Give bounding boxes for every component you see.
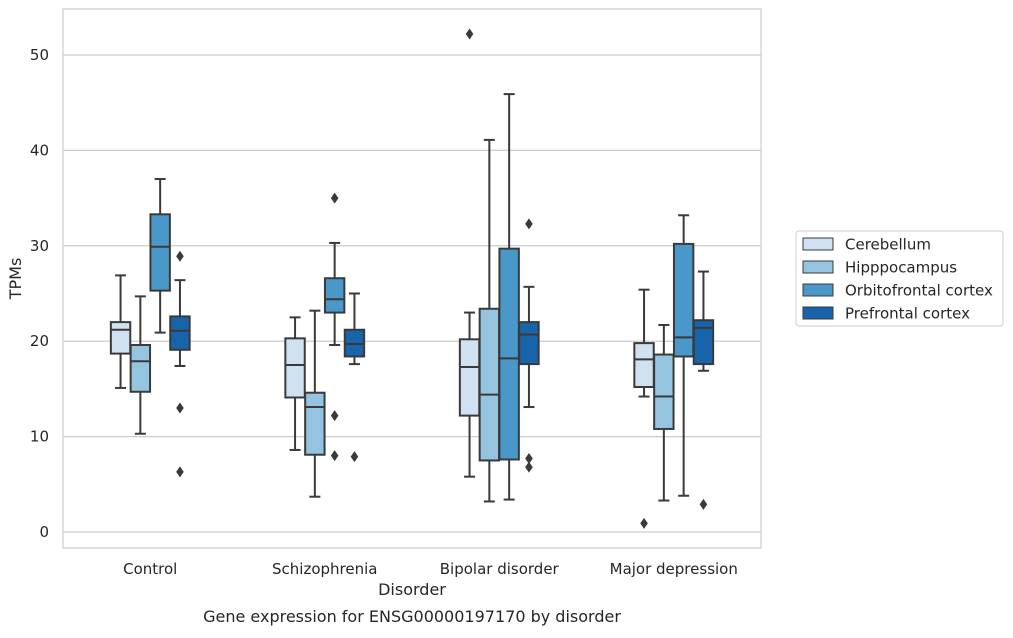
y-axis-label: TPMs <box>6 258 25 301</box>
box-iqr <box>304 391 326 456</box>
x-axis-ticks: Control Schizophrenia Bipolar disorder Majo… <box>123 560 738 578</box>
boxes <box>109 28 715 529</box>
y-tick-label: 30 <box>30 237 49 255</box>
box-cerebellum <box>109 274 132 389</box>
outlier-point <box>525 453 533 465</box>
box-iqr <box>692 319 715 366</box>
outlier-point <box>350 451 359 463</box>
box-orbitofrontal-cortex <box>149 178 171 334</box>
box-iqr <box>633 342 655 388</box>
legend-swatch <box>802 237 834 251</box>
x-tick-label: Major depression <box>610 560 738 578</box>
box-iqr <box>169 315 191 351</box>
outlier-point <box>176 402 184 414</box>
box-prefrontal-cortex <box>692 270 715 510</box>
legend-frame <box>795 230 1004 327</box>
y-tick-label: 50 <box>30 46 49 64</box>
x-tick-label: Schizophrenia <box>272 560 377 578</box>
box-orbitofrontal-cortex <box>672 214 695 497</box>
outlier-point <box>525 218 533 230</box>
outlier-point <box>176 250 184 262</box>
box-hipppocampus <box>129 295 152 435</box>
box-iqr <box>653 353 675 430</box>
legend-label: Hipppocampus <box>845 259 957 277</box>
x-axis-label: Disorder <box>378 580 446 599</box>
legend-swatch <box>802 260 834 274</box>
box-orbitofrontal-cortex <box>323 192 346 462</box>
legend-swatch <box>802 306 834 320</box>
outlier-point <box>465 28 474 40</box>
box-hipppocampus <box>304 309 326 498</box>
gridlines <box>63 54 761 533</box>
outlier-point <box>330 450 339 462</box>
box-hipppocampus <box>653 323 675 502</box>
box-cerebellum <box>458 28 481 478</box>
box-orbitofrontal-cortex <box>498 93 520 501</box>
box-prefrontal-cortex <box>518 218 540 473</box>
box-iqr <box>109 321 132 355</box>
box-iqr <box>149 213 171 292</box>
outlier-point <box>525 461 533 473</box>
outlier-point <box>330 192 339 204</box>
box-iqr <box>129 344 152 393</box>
box-cerebellum <box>284 316 306 451</box>
legend-item: Prefrontal cortex <box>802 305 970 323</box>
legend-item: Hipppocampus <box>802 259 957 277</box>
box-cerebellum <box>633 288 655 529</box>
box-prefrontal-cortex <box>343 292 366 463</box>
y-axis-ticks: 0 10 20 30 40 50 <box>30 46 49 541</box>
box-iqr <box>478 307 501 462</box>
legend-swatch <box>802 283 834 297</box>
legend-item: Orbitofrontal cortex <box>802 282 993 300</box>
plot-frame <box>62 8 762 549</box>
y-tick-label: 20 <box>30 332 49 350</box>
box-hipppocampus <box>478 138 501 503</box>
chart-caption: Gene expression for ENSG00000197170 by d… <box>203 607 621 626</box>
y-tick-label: 0 <box>39 523 49 541</box>
x-tick-label: Bipolar disorder <box>440 560 560 578</box>
legend-label: Orbitofrontal cortex <box>845 282 993 300</box>
outlier-point <box>176 466 184 478</box>
box-iqr <box>498 247 520 461</box>
box-iqr <box>518 321 540 366</box>
y-tick-label: 40 <box>30 141 49 159</box>
x-tick-label: Control <box>123 560 177 578</box>
outlier-point <box>330 410 339 422</box>
box-prefrontal-cortex <box>169 250 191 478</box>
box-iqr <box>284 337 306 399</box>
y-tick-label: 10 <box>30 428 49 446</box>
legend-item: Cerebellum <box>802 236 931 254</box>
box-iqr <box>672 242 695 358</box>
outlier-point <box>640 517 648 529</box>
legend: Cerebellum Hipppocampus Orbitofrontal cort… <box>795 230 1004 327</box>
legend-label: Cerebellum <box>845 236 931 254</box>
legend-label: Prefrontal cortex <box>845 305 970 323</box>
box-iqr <box>458 338 481 417</box>
box-iqr <box>323 277 346 314</box>
outlier-point <box>699 498 708 510</box>
